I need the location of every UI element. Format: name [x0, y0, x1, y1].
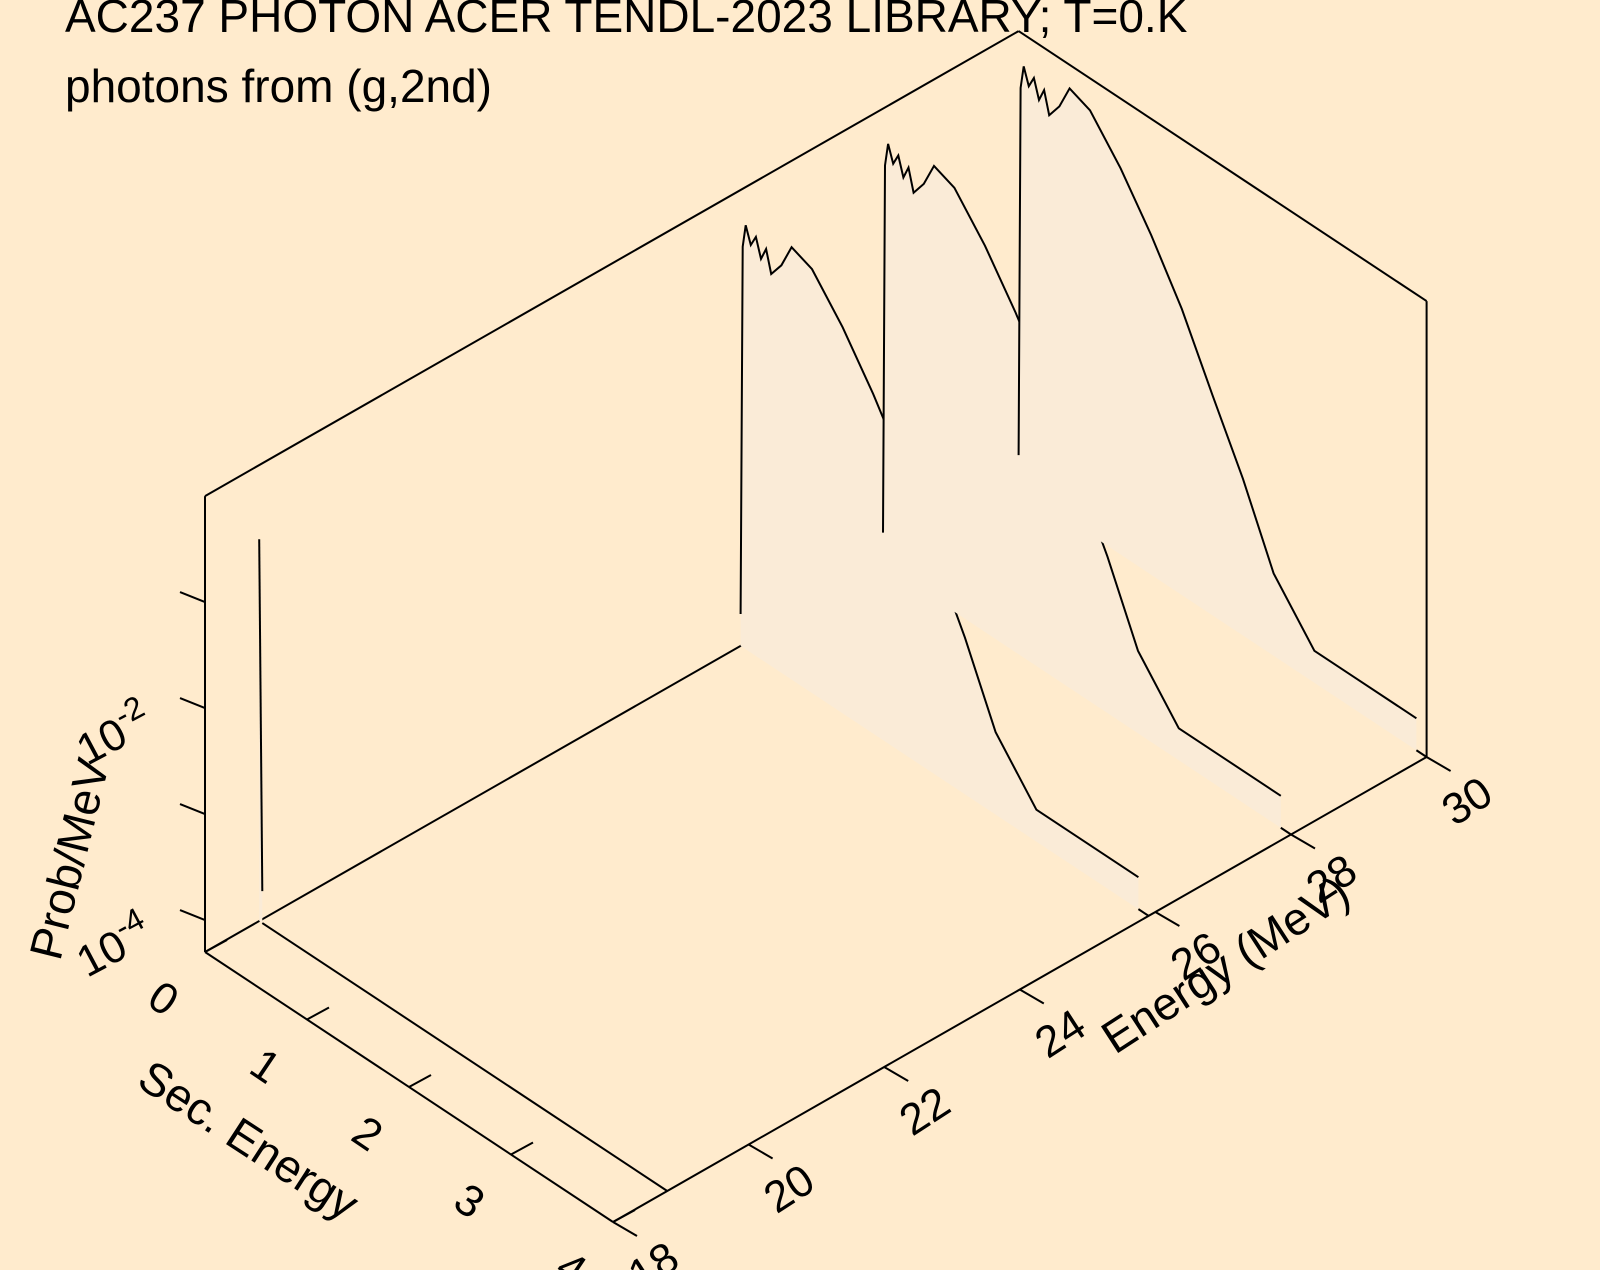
- back-wall-top-edge: [204, 30, 1020, 497]
- y-tick-mark: [883, 1066, 909, 1082]
- y-tick-mark: [1426, 756, 1452, 772]
- slice-baseline-0: [261, 922, 668, 1192]
- chart-title: AC237 PHOTON ACER TENDL-2023 LIBRARY; T=…: [65, 0, 1188, 42]
- slice-baseline-3: [1415, 749, 1428, 758]
- chart-subtitle: photons from (g,2nd): [65, 60, 492, 112]
- x-tick-mark: [408, 1074, 432, 1088]
- slice-curve-0: [258, 539, 264, 892]
- slice-fill-3: [1018, 66, 1417, 751]
- x-tick-mark: [612, 1209, 636, 1223]
- x-tick-mark: [306, 1006, 330, 1021]
- right-wall-top-edge: [1018, 30, 1428, 302]
- slice-curve-1: [739, 225, 1139, 879]
- slice-baseline-2: [1280, 826, 1292, 836]
- y-tick-mark: [748, 1143, 774, 1160]
- slice-fill-1: [740, 225, 1139, 910]
- x-tick-mark: [204, 939, 228, 953]
- slice-curve-2: [882, 143, 1282, 797]
- y-tick-mark: [1019, 988, 1045, 1005]
- y-tick-mark: [612, 1221, 638, 1237]
- z-tick-mark: [179, 803, 206, 816]
- z-tick-mark: [179, 591, 206, 604]
- y-tick-mark: [1154, 911, 1180, 927]
- slice-fill-2: [883, 143, 1281, 828]
- spectra-slices: [258, 66, 1428, 1192]
- z-tick-mark: [179, 909, 206, 922]
- z-tick-mark: [179, 697, 206, 710]
- x-tick-mark: [510, 1141, 534, 1156]
- slice-curve-3: [1017, 66, 1417, 720]
- y-tick-mark: [1290, 833, 1316, 850]
- slice-baseline-1: [1137, 908, 1150, 917]
